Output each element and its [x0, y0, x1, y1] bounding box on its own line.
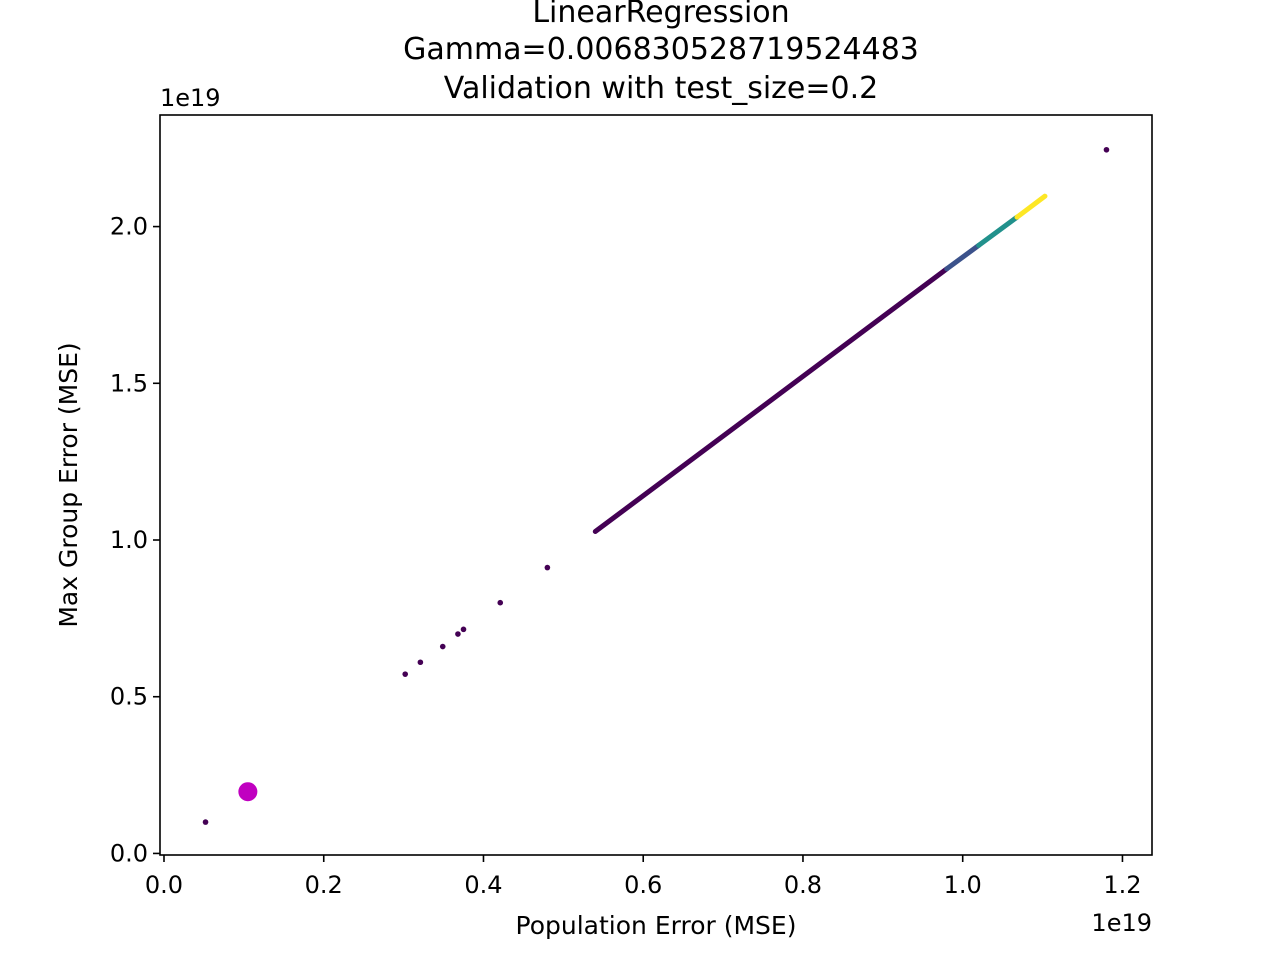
data-point [1103, 146, 1110, 153]
x-axis-label: Population Error (MSE) [516, 911, 797, 940]
data-point [497, 599, 504, 606]
x-offset-label: 1e19 [1091, 909, 1152, 937]
y-tick-label: 0.5 [110, 683, 148, 711]
data-point [439, 643, 446, 650]
y-axis-label: Max Group Error (MSE) [54, 342, 83, 627]
y-tick-label: 1.0 [110, 526, 148, 554]
x-tick-label: 1.0 [944, 871, 982, 899]
title-line-1: LinearRegression [532, 0, 789, 30]
plot-area [202, 146, 1110, 825]
title-line-3: Validation with test_size=0.2 [444, 71, 879, 106]
x-tick-label: 1.2 [1103, 871, 1141, 899]
x-tick-label: 0.6 [624, 871, 662, 899]
data-point [417, 659, 424, 666]
x-tick-label: 0.2 [305, 871, 343, 899]
title-line-2: Gamma=0.006830528719524483 [403, 32, 919, 67]
y-tick-label: 0.0 [110, 839, 148, 867]
point-cluster [944, 242, 982, 272]
y-offset-label: 1e19 [160, 84, 221, 112]
x-tick-label: 0.0 [145, 871, 183, 899]
data-point [202, 819, 209, 825]
data-point [402, 671, 409, 677]
x-ticks: 0.0 0.2 0.4 0.6 0.8 1.0 1.2 [145, 855, 1142, 899]
point-cluster [976, 214, 1020, 248]
data-point [455, 631, 461, 637]
plot-frame [159, 114, 1153, 856]
point-cluster [1014, 193, 1048, 220]
point-cluster [592, 266, 950, 535]
data-point [460, 626, 467, 633]
data-point [544, 564, 551, 571]
x-tick-label: 0.4 [464, 871, 502, 899]
x-tick-label: 0.8 [784, 871, 822, 899]
y-ticks: 0.0 0.5 1.0 1.5 2.0 [110, 213, 160, 867]
chart-title: LinearRegression Gamma=0.006830528719524… [403, 0, 919, 106]
highlight-point [238, 782, 258, 802]
y-tick-label: 1.5 [110, 369, 148, 397]
y-tick-label: 2.0 [110, 213, 148, 241]
